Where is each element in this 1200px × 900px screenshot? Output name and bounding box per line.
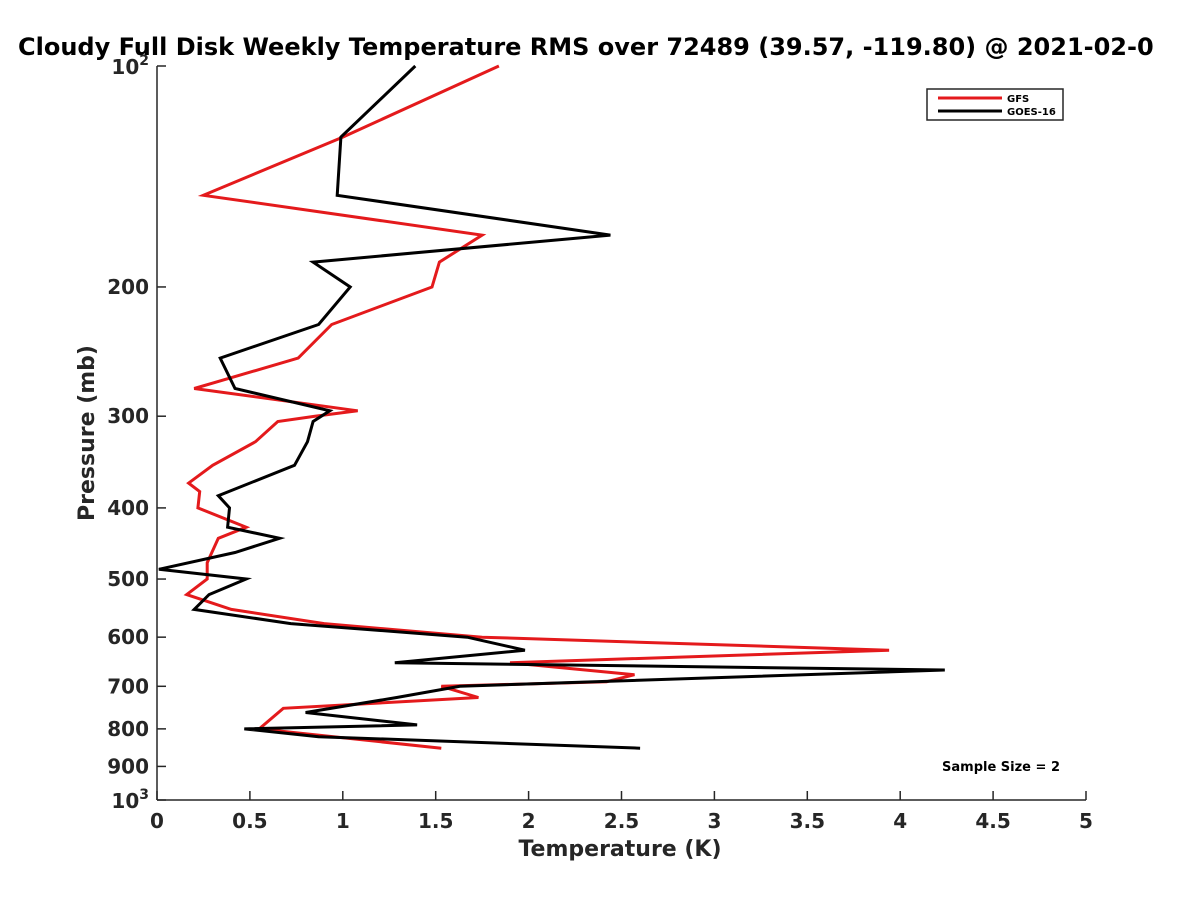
y-axis-label: Pressure (mb) xyxy=(75,345,100,521)
x-tick-label: 4.5 xyxy=(975,809,1010,833)
x-axis: 0 0.5 1 1.5 2 2.5 3 3.5 4 4.5 5 xyxy=(150,791,1093,833)
x-tick-label: 4 xyxy=(893,809,907,833)
x-tick-label: 5 xyxy=(1079,809,1093,833)
x-tick-label: 0 xyxy=(150,809,164,833)
legend: GFS GOES-16 xyxy=(926,88,1064,121)
y-tick-label: 700 xyxy=(107,674,149,698)
legend-box xyxy=(926,88,1064,121)
x-tick-label: 3.5 xyxy=(790,809,825,833)
y-tick-label: 400 xyxy=(107,496,149,520)
y-tick-label-base: 10 xyxy=(111,789,139,813)
x-tick-label: 1.5 xyxy=(418,809,453,833)
x-tick-label: 3 xyxy=(707,809,721,833)
y-tick-label-exponent: 2 xyxy=(139,53,149,69)
y-tick-label: 200 xyxy=(107,275,149,299)
x-tick-label: 2 xyxy=(522,809,536,833)
x-axis-label: Temperature (K) xyxy=(518,837,721,862)
y-tick-label: 900 xyxy=(107,754,149,778)
y-tick-label: 102 xyxy=(111,53,149,79)
legend-label: GFS xyxy=(1007,94,1029,105)
x-tick-label: 1 xyxy=(336,809,350,833)
y-tick-label: 500 xyxy=(107,567,149,591)
legend-label: GOES-16 xyxy=(1007,107,1056,118)
series-line-goes-16 xyxy=(158,64,945,750)
plot-area xyxy=(158,64,945,750)
y-tick-label: 103 xyxy=(111,787,149,813)
y-tick-label-base: 10 xyxy=(111,55,139,79)
sample-size-annotation: Sample Size = 2 xyxy=(942,760,1060,775)
series-line-gfs xyxy=(183,64,890,750)
y-tick-label: 800 xyxy=(107,717,149,741)
x-tick-label: 2.5 xyxy=(604,809,639,833)
x-tick-label: 0.5 xyxy=(232,809,267,833)
y-tick-label-exponent: 3 xyxy=(139,787,149,803)
y-tick-label: 600 xyxy=(107,625,149,649)
y-tick-label: 300 xyxy=(107,404,149,428)
chart-title: Cloudy Full Disk Weekly Temperature RMS … xyxy=(18,33,1154,61)
